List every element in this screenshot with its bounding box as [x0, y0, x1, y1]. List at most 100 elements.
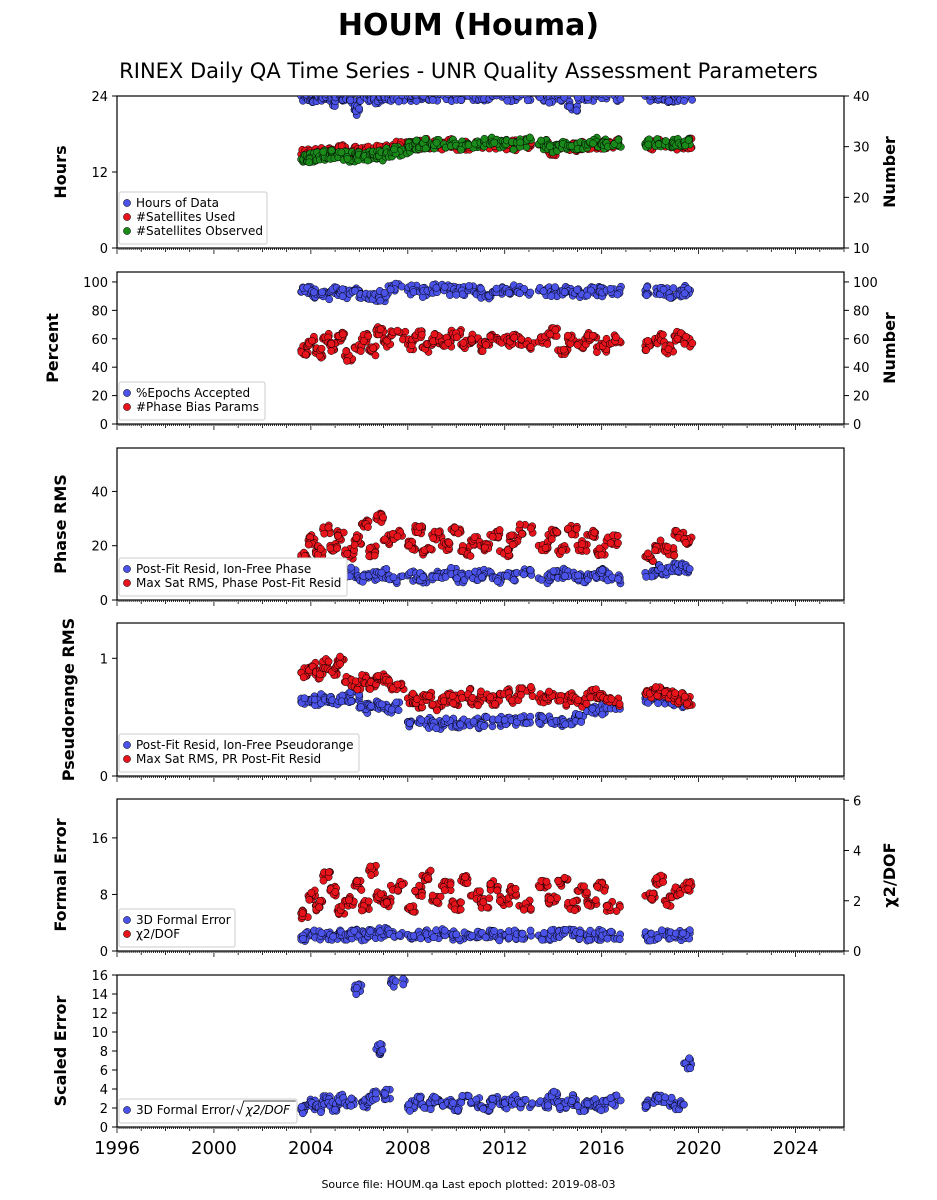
data-point	[324, 657, 333, 666]
data-point	[464, 141, 473, 149]
data-point	[588, 331, 597, 340]
data-point	[353, 685, 362, 694]
data-point	[685, 565, 694, 573]
data-point	[510, 333, 519, 342]
data-point	[539, 96, 541, 97]
data-point	[316, 88, 323, 95]
data-point	[386, 285, 395, 294]
data-point	[671, 689, 680, 697]
data-point	[449, 699, 458, 708]
data-point	[355, 104, 364, 113]
data-point	[444, 338, 453, 347]
data-point	[442, 88, 449, 95]
data-point	[553, 528, 561, 537]
data-point	[509, 576, 518, 584]
data-point	[393, 680, 402, 689]
data-point	[559, 345, 568, 354]
data-point	[575, 710, 584, 719]
y-axis-label: Phase RMS	[51, 474, 70, 574]
data-point	[665, 97, 673, 105]
data-point	[680, 97, 688, 105]
data-point	[343, 357, 351, 365]
data-point	[519, 570, 528, 579]
data-point	[301, 88, 308, 95]
data-point	[412, 136, 421, 145]
data-point	[316, 670, 324, 679]
data-point	[675, 96, 680, 97]
data-point	[356, 347, 365, 356]
legend: Post-Fit Resid, Ion-Free PseudorangeMax …	[118, 733, 360, 773]
data-point	[654, 699, 662, 708]
data-point	[606, 284, 615, 293]
data-point	[444, 96, 452, 99]
series-1	[297, 279, 694, 306]
data-point	[477, 284, 485, 293]
series-3	[297, 133, 694, 167]
data-point	[558, 88, 565, 95]
legend-box	[118, 733, 360, 773]
data-point	[642, 291, 651, 300]
data-point	[681, 539, 690, 547]
data-point	[347, 96, 354, 98]
data-point	[539, 287, 548, 296]
data-point	[379, 513, 387, 522]
y-axis-label: Hours	[51, 145, 70, 198]
panel-2: 0 20 40 60 80 100 0 20 40 60 80 100 Percent Number %Ep…	[43, 271, 899, 433]
data-point	[523, 96, 532, 105]
data-point	[365, 88, 372, 95]
y-tick-label: 40	[91, 485, 108, 500]
y-tick-label: 20	[91, 390, 108, 405]
data-point	[684, 136, 693, 144]
data-point	[578, 540, 586, 549]
data-point	[366, 685, 375, 693]
data-point	[412, 96, 420, 99]
data-point	[453, 333, 461, 342]
data-point	[324, 523, 333, 532]
data-point	[683, 699, 691, 708]
data-point	[518, 529, 526, 538]
y-tick-label: 20	[91, 540, 108, 555]
data-point	[336, 652, 344, 661]
data-point	[503, 96, 512, 105]
legend-label: #Satellites Used	[136, 210, 235, 224]
data-point	[517, 691, 525, 699]
data-point	[343, 154, 352, 163]
data-point	[457, 96, 466, 104]
data-point	[326, 544, 335, 553]
series-1	[297, 87, 696, 119]
y-right-tick-label: 20	[853, 390, 870, 405]
data-point	[486, 332, 495, 341]
data-point	[310, 288, 318, 297]
data-point	[537, 136, 545, 145]
data-point	[491, 700, 499, 708]
data-point	[541, 544, 550, 552]
data-point	[517, 684, 526, 693]
y-right-axis-label: Number	[880, 136, 899, 208]
legend-marker	[123, 389, 131, 397]
data-point	[384, 88, 391, 95]
data-point	[563, 331, 572, 340]
data-point	[648, 96, 652, 97]
y-right-tick-label: 80	[853, 304, 870, 319]
series-points	[297, 509, 696, 588]
data-point	[386, 87, 393, 94]
data-point	[337, 148, 346, 157]
y-tick-label: 60	[91, 333, 108, 348]
data-point	[363, 88, 370, 95]
data-point	[481, 543, 489, 552]
data-point	[502, 572, 511, 580]
data-point	[442, 714, 450, 723]
y-tick-label: 0	[100, 594, 108, 609]
data-point	[320, 529, 329, 538]
data-point	[448, 88, 455, 95]
data-point	[642, 346, 650, 354]
data-point	[432, 724, 441, 733]
data-point	[606, 539, 615, 547]
data-point	[431, 96, 436, 97]
data-point	[651, 683, 660, 691]
data-point	[475, 96, 479, 97]
data-point	[394, 706, 403, 715]
data-point	[428, 700, 437, 709]
data-point	[376, 325, 385, 334]
data-point	[656, 536, 665, 545]
